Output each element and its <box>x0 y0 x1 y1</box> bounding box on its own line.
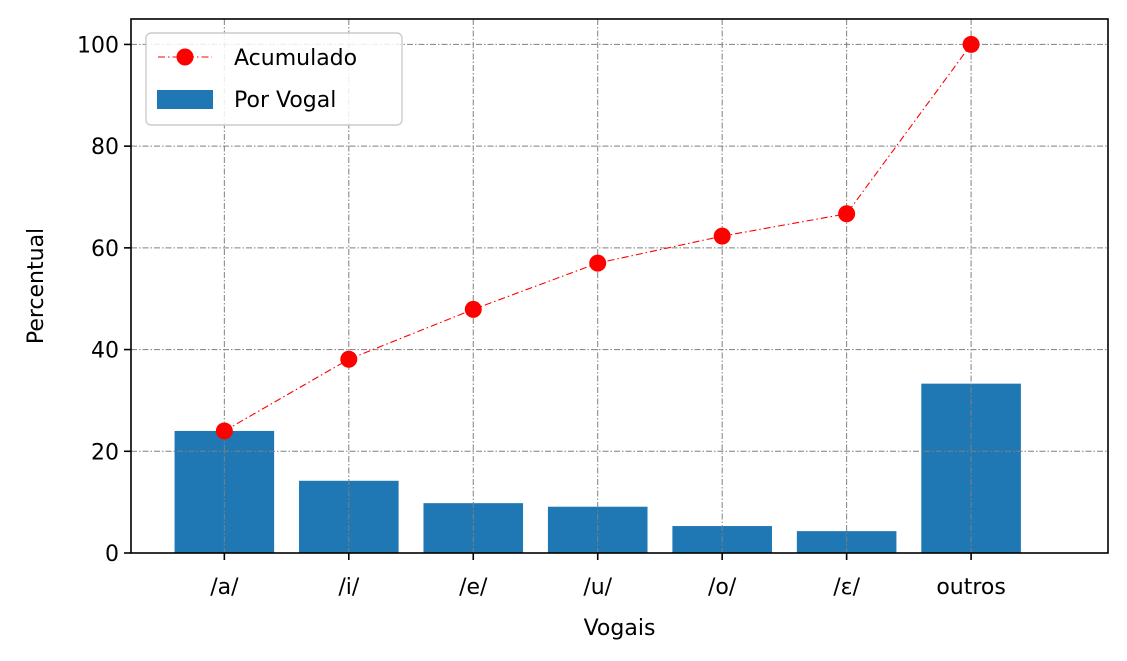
legend: Acumulado Por Vogal <box>145 32 403 126</box>
y-tick-label-3: 60 <box>91 237 119 262</box>
legend-marker-swatch <box>176 48 194 66</box>
cumulative-point-1 <box>340 350 358 368</box>
y-tick-label-2: 40 <box>91 339 119 364</box>
cumulative-point-3 <box>589 254 607 272</box>
y-tick-label-5: 100 <box>77 33 119 58</box>
legend-bar-swatch <box>157 90 213 109</box>
plot-frame <box>130 18 1109 554</box>
legend-label-cumulative: Acumulado <box>234 46 357 71</box>
cumulative-point-4 <box>713 227 731 245</box>
cumulative-point-6 <box>962 35 980 53</box>
x-tick-label-2: /e/ <box>459 575 488 600</box>
x-tick-label-3: /u/ <box>583 575 612 600</box>
x-tick-label-5: /ε/ <box>833 575 860 600</box>
legend-label-bars: Por Vogal <box>234 88 336 113</box>
cumulative-point-5 <box>838 205 856 223</box>
y-axis-label: Percentual <box>24 228 49 344</box>
cumulative-point-0 <box>215 422 233 440</box>
y-tick-label-0: 0 <box>105 542 119 567</box>
x-tick-label-0: /a/ <box>210 575 239 600</box>
y-tick-label-1: 20 <box>91 440 119 465</box>
x-axis-label: Vogais <box>584 616 656 641</box>
cumulative-line-layer <box>215 35 980 440</box>
cumulative-point-2 <box>464 300 482 318</box>
ticks-layer: /a/ /i/ /e/ /u/ /o/ /ε/outros 0 20 40 60 80 100 <box>77 33 1006 600</box>
x-tick-label-1: /i/ <box>338 575 360 600</box>
y-tick-label-4: 80 <box>91 135 119 160</box>
x-tick-label-4: /o/ <box>708 575 737 600</box>
x-tick-label-6: outros <box>936 575 1006 600</box>
